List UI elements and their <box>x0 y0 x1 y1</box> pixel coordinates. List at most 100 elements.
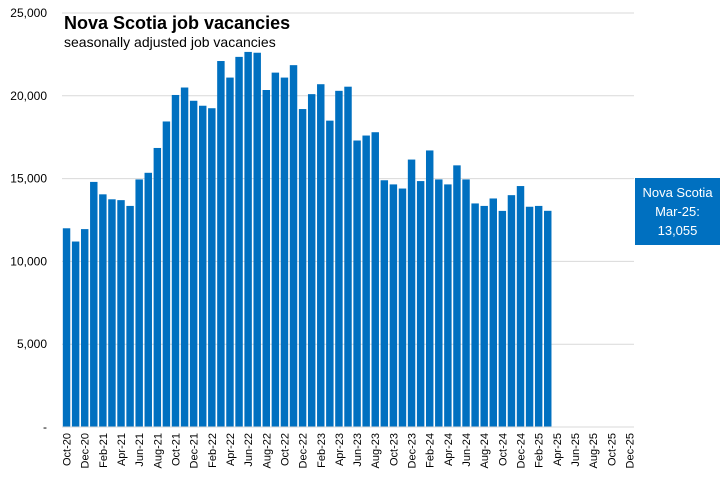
chart-title: Nova Scotia job vacancies <box>64 13 291 33</box>
x-tick-label: Dec-23 <box>407 433 419 468</box>
y-tick-label: 10,000 <box>10 254 47 268</box>
x-tick-label: Dec-24 <box>516 433 528 468</box>
bar-dec-22 <box>298 109 307 428</box>
bar-may-23 <box>344 86 352 427</box>
bar-jan-24 <box>416 181 425 427</box>
bar-oct-24 <box>498 210 507 427</box>
x-tick-label: Feb-24 <box>425 433 437 468</box>
x-tick-label: Oct-25 <box>606 433 618 466</box>
bar-mar-24 <box>435 179 443 427</box>
x-tick-label: Oct-23 <box>388 433 400 466</box>
bars <box>62 51 552 428</box>
bar-feb-21 <box>99 194 107 427</box>
x-tick-label: Jun-23 <box>352 433 364 467</box>
x-axis-tick-labels: Oct-20 Dec-20 Feb-21 Apr-21 Jun-21 Aug-21 Oct-… <box>62 433 637 468</box>
x-tick-label: Oct-20 <box>62 433 74 466</box>
bar-mar-22 <box>217 61 225 428</box>
x-tick-label: Aug-21 <box>152 433 164 468</box>
x-tick-label: Apr-25 <box>552 433 564 466</box>
y-tick-label: 5,000 <box>17 337 47 351</box>
bar-jul-24 <box>471 203 479 427</box>
bar-jun-23 <box>353 140 361 427</box>
bar-jul-21 <box>144 172 152 427</box>
title-block: Nova Scotia job vacancies seasonally adj… <box>64 12 290 50</box>
bar-dec-20 <box>80 229 89 427</box>
x-tick-label: Jun-21 <box>134 433 146 467</box>
x-tick-label: Oct-22 <box>279 433 291 466</box>
y-tick-label: 25,000 <box>10 6 47 20</box>
x-tick-label: Aug-23 <box>370 433 382 468</box>
bar-feb-25 <box>534 205 543 427</box>
bar-jul-22 <box>253 52 261 428</box>
bar-aug-24 <box>480 205 488 427</box>
x-tick-label: Feb-21 <box>98 433 110 468</box>
bar-apr-21 <box>117 200 125 427</box>
bar-jun-21 <box>135 179 143 427</box>
bar-mar-21 <box>108 199 116 427</box>
x-tick-label: Jun-25 <box>570 433 582 467</box>
bar-mar-25 <box>544 210 552 427</box>
x-tick-label: Dec-22 <box>298 433 310 468</box>
bar-aug-22 <box>262 90 271 427</box>
x-tick-label: Feb-23 <box>316 433 328 468</box>
x-tick-label: Aug-24 <box>479 433 491 468</box>
callout-line-1: Nova Scotia <box>642 185 713 200</box>
x-tick-label: Oct-24 <box>497 433 509 466</box>
bar-jan-23 <box>307 94 316 427</box>
bar-sep-24 <box>489 198 497 427</box>
bar-may-24 <box>453 165 461 427</box>
x-tick-label: Aug-25 <box>588 433 600 468</box>
bar-nov-22 <box>289 65 298 427</box>
x-tick-label: Apr-23 <box>334 433 346 466</box>
bar-sep-22 <box>271 72 280 428</box>
x-tick-label: Jun-24 <box>461 433 473 467</box>
bar-apr-24 <box>444 184 452 427</box>
x-tick-label: Feb-25 <box>534 433 546 468</box>
bar-feb-22 <box>208 108 216 427</box>
x-tick-label: Feb-22 <box>207 433 219 468</box>
bar-jun-22 <box>244 51 252 428</box>
x-tick-label: Oct-21 <box>170 433 182 466</box>
bar-nov-24 <box>507 195 516 427</box>
bar-mar-23 <box>326 120 334 427</box>
bar-jan-21 <box>90 181 98 427</box>
bar-jan-22 <box>199 105 207 428</box>
x-tick-label: Jun-22 <box>243 433 255 467</box>
x-tick-label: Apr-21 <box>116 433 128 466</box>
bar-oct-23 <box>389 184 398 427</box>
y-tick-label: 15,000 <box>10 172 47 186</box>
bar-apr-22 <box>226 77 234 427</box>
bar-apr-23 <box>335 90 343 427</box>
bar-nov-20 <box>71 241 80 427</box>
bar-oct-22 <box>280 77 289 427</box>
callout-line-2: Mar-25: <box>655 204 700 219</box>
x-tick-label: Apr-24 <box>443 433 455 466</box>
x-tick-label: Dec-21 <box>189 433 201 468</box>
y-tick-label: - <box>43 420 47 434</box>
bar-jan-25 <box>525 206 534 427</box>
y-tick-label: 20,000 <box>10 89 47 103</box>
bar-nov-21 <box>180 87 189 428</box>
x-tick-label: Aug-22 <box>261 433 273 468</box>
bar-dec-21 <box>189 100 198 428</box>
bar-jul-23 <box>362 135 370 428</box>
bar-feb-23 <box>317 84 325 428</box>
x-tick-label: Dec-25 <box>624 433 636 468</box>
bar-jun-24 <box>462 179 470 427</box>
bar-feb-24 <box>425 150 434 427</box>
bar-aug-21 <box>153 147 162 427</box>
bar-dec-23 <box>407 159 416 427</box>
bar-aug-23 <box>371 132 379 428</box>
callout-line-3: 13,055 <box>657 223 698 238</box>
bar-oct-21 <box>171 94 180 427</box>
bar-sep-23 <box>380 180 389 427</box>
bar-dec-24 <box>516 186 525 427</box>
bar-nov-23 <box>398 188 407 427</box>
y-axis-tick-labels: - 5,000 10,000 15,000 20,000 25,000 <box>10 6 47 434</box>
bar-may-22 <box>235 56 243 427</box>
x-tick-label: Apr-22 <box>225 433 237 466</box>
value-callout: Nova Scotia Mar-25: 13,055 <box>635 178 720 245</box>
bar-oct-20 <box>62 228 71 427</box>
